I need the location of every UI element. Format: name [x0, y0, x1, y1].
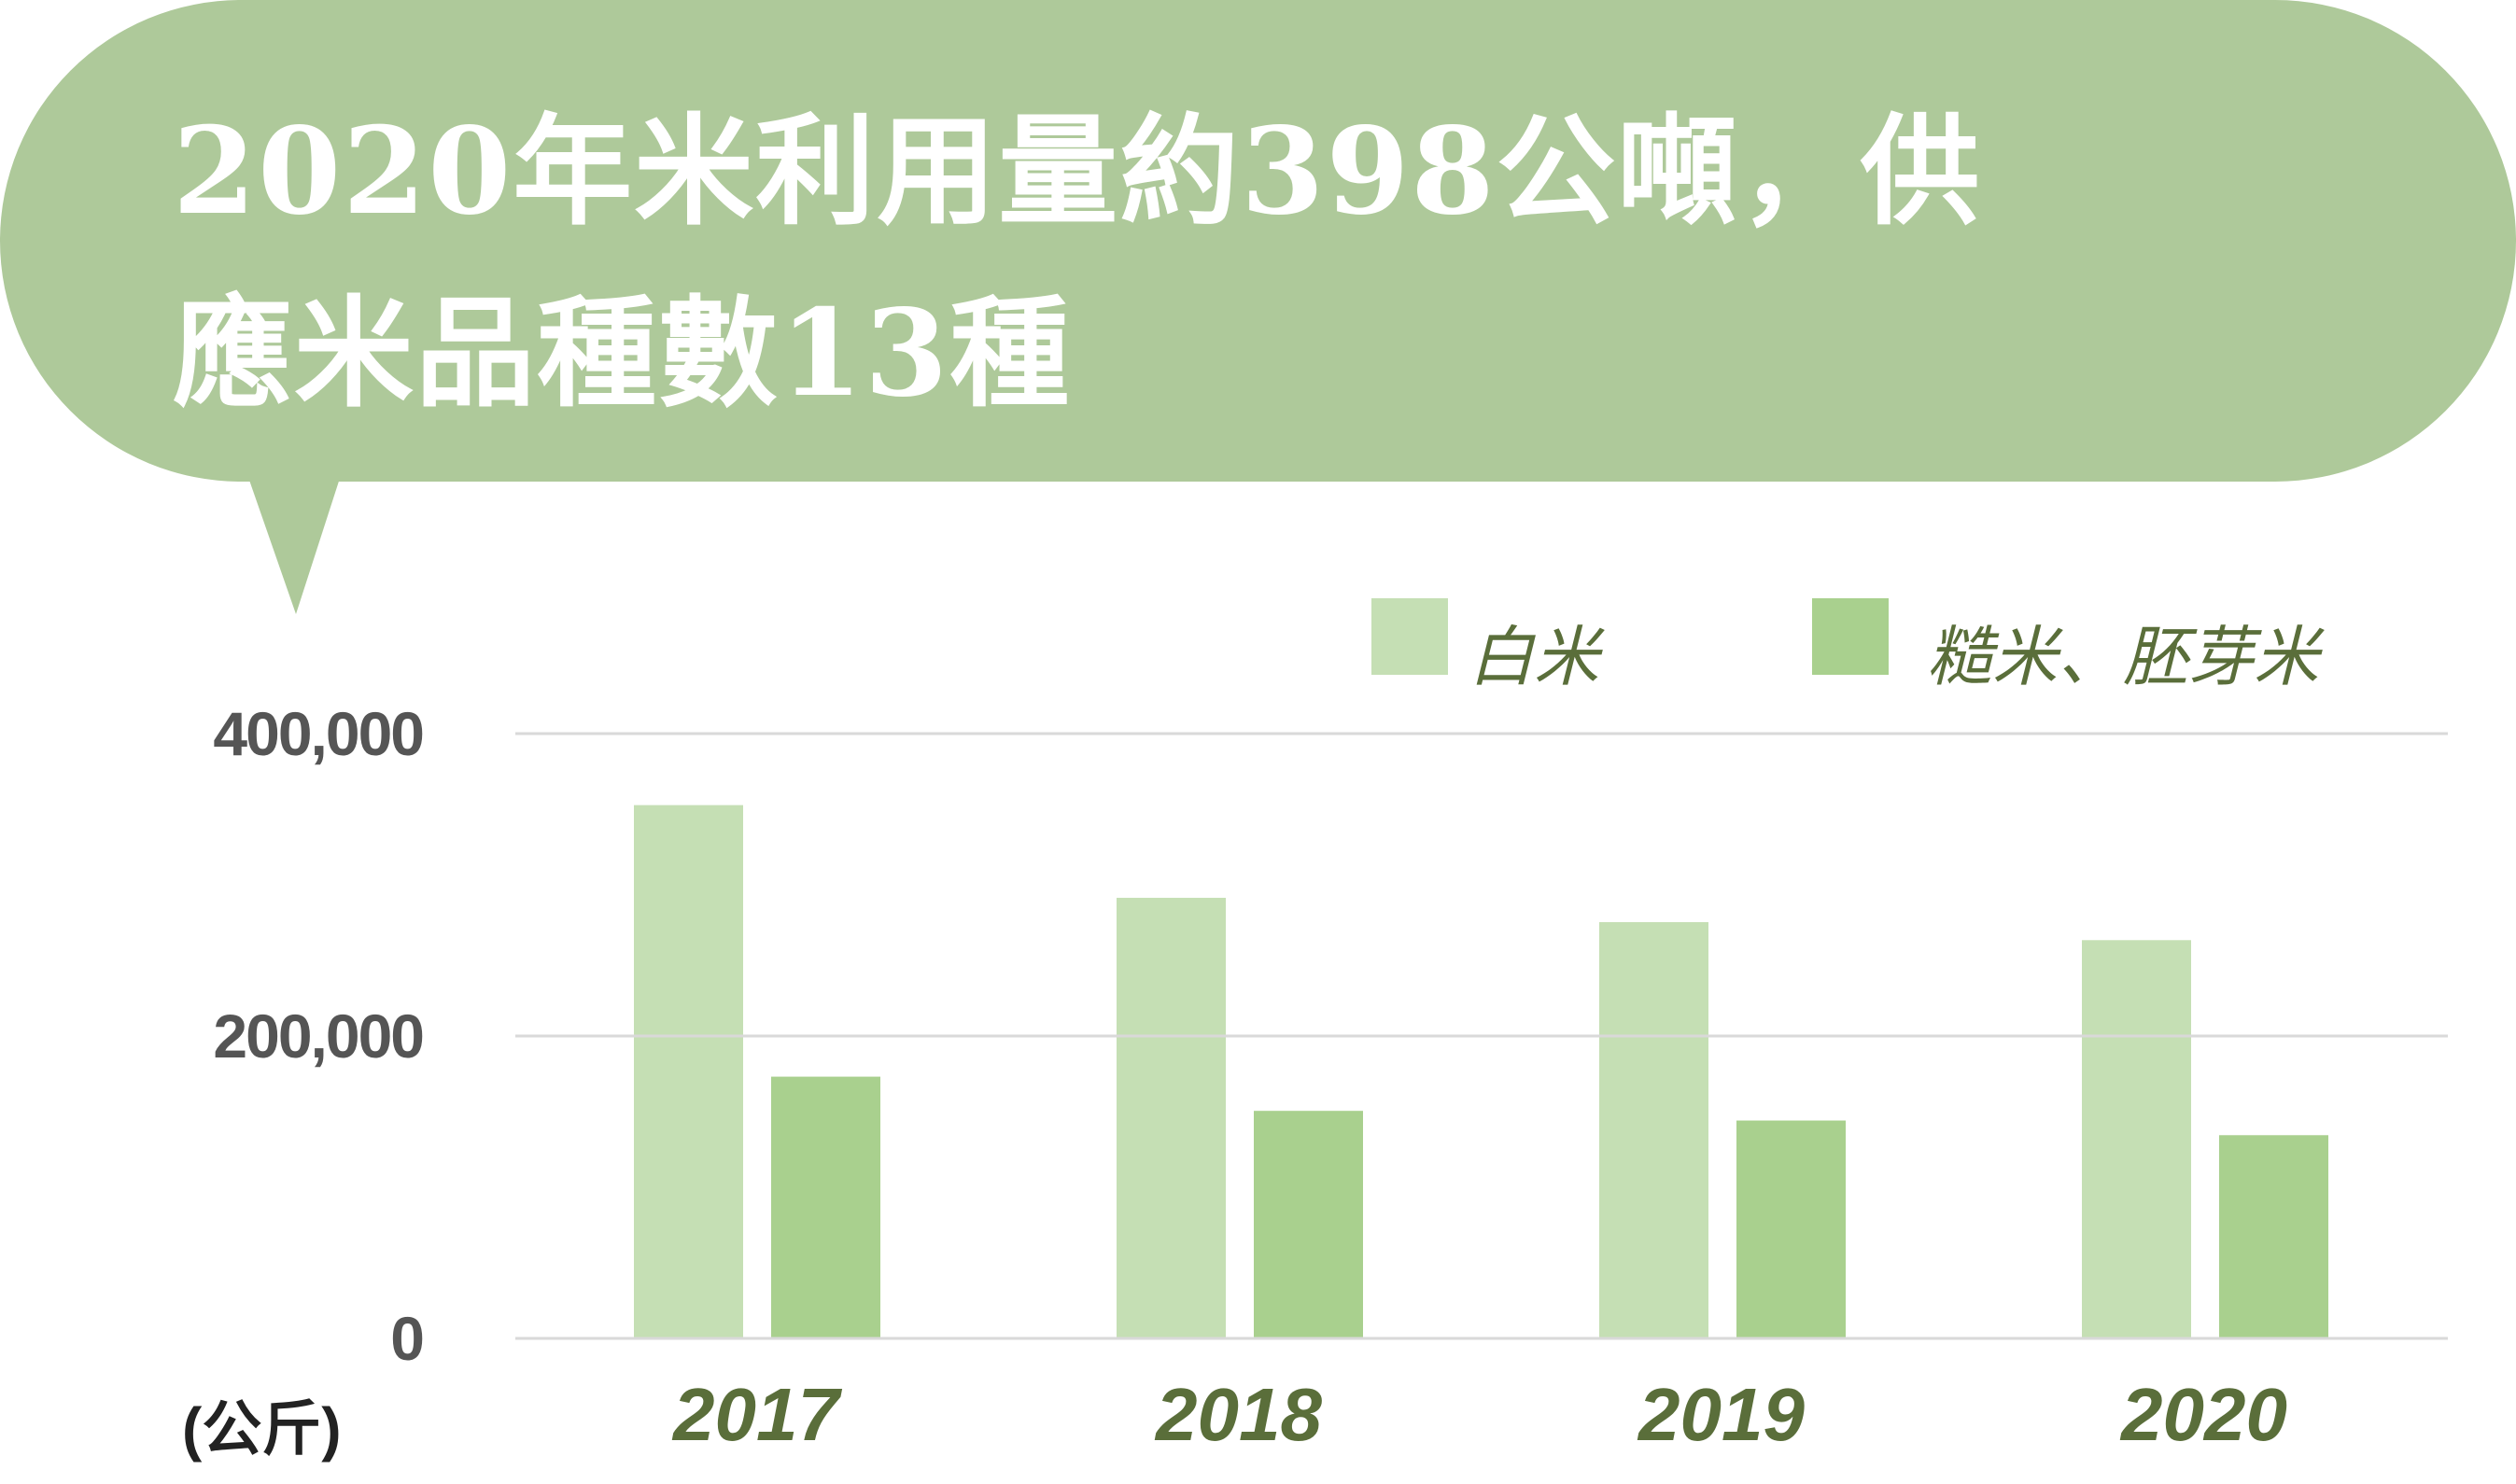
- x-tick-label-2017: 2017: [673, 1373, 839, 1456]
- bar-2017-series-1: [771, 1076, 880, 1338]
- y-axis-unit-label: (公斤): [182, 1395, 342, 1463]
- x-tick-label-2019: 2019: [1638, 1373, 1805, 1456]
- bar-2020-series-1: [2219, 1135, 2328, 1338]
- y-tick-label-400000: 400,000: [213, 699, 425, 768]
- legend-label-brown-rice: 糙米、胚芽米: [1927, 621, 2319, 693]
- bar-2020-series-0: [2082, 940, 2191, 1338]
- legend-swatch-brown-rice: [1812, 598, 1889, 675]
- legend-label-white-rice: 白米: [1469, 621, 1599, 693]
- chart-title-line-2: 應米品種數13種: [173, 284, 1072, 424]
- title-banner: [0, 0, 2516, 482]
- y-tick-label-200000: 200,000: [213, 1001, 425, 1071]
- speech-bubble-tail: [245, 467, 344, 614]
- x-tick-label-2018: 2018: [1156, 1373, 1322, 1456]
- x-tick-label-2020: 2020: [2121, 1373, 2287, 1456]
- bar-2019-series-0: [1599, 922, 1708, 1338]
- bar-2018-series-1: [1254, 1111, 1363, 1338]
- bar-2019-series-1: [1736, 1120, 1846, 1338]
- y-tick-label-0: 0: [390, 1304, 425, 1373]
- bar-2017-series-0: [634, 805, 743, 1338]
- legend-swatch-white-rice: [1371, 598, 1448, 675]
- chart-title-line-1: 2020年米利用量約398公噸，供: [173, 102, 1982, 242]
- bar-2018-series-0: [1117, 897, 1226, 1338]
